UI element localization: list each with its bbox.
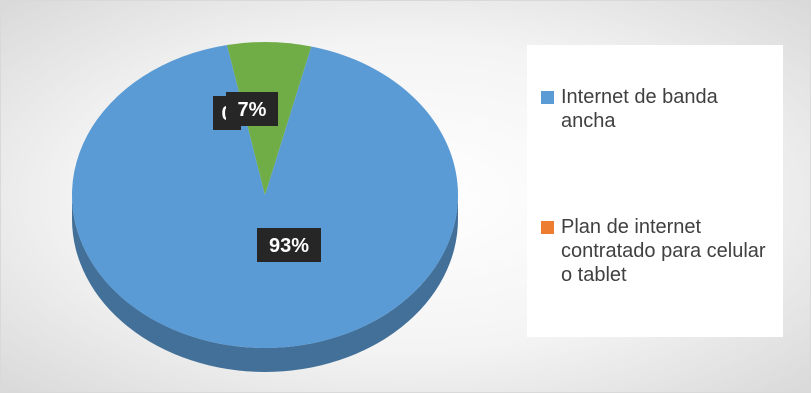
legend-item-banda-ancha: Internet de banda ancha bbox=[541, 85, 777, 133]
legend-label-banda-ancha: Internet de banda ancha bbox=[561, 86, 718, 132]
legend-swatch-plan-celular bbox=[541, 221, 554, 234]
data-label-small: 7% bbox=[226, 92, 278, 126]
pie-slice-banda-ancha bbox=[71, 44, 459, 348]
legend-swatch-banda-ancha bbox=[541, 91, 554, 104]
svg-text:7%: 7% bbox=[238, 99, 267, 121]
legend-item-plan-celular: Plan de internet contratado para celular… bbox=[541, 215, 777, 287]
legend-label-plan-celular: Plan de internet contratado para celular… bbox=[561, 216, 766, 286]
pie-depth-side bbox=[72, 195, 458, 372]
svg-text:93%: 93% bbox=[269, 235, 309, 257]
legend: Internet de banda ancha Plan de internet… bbox=[527, 45, 783, 337]
data-label-large: 93% bbox=[257, 228, 321, 262]
